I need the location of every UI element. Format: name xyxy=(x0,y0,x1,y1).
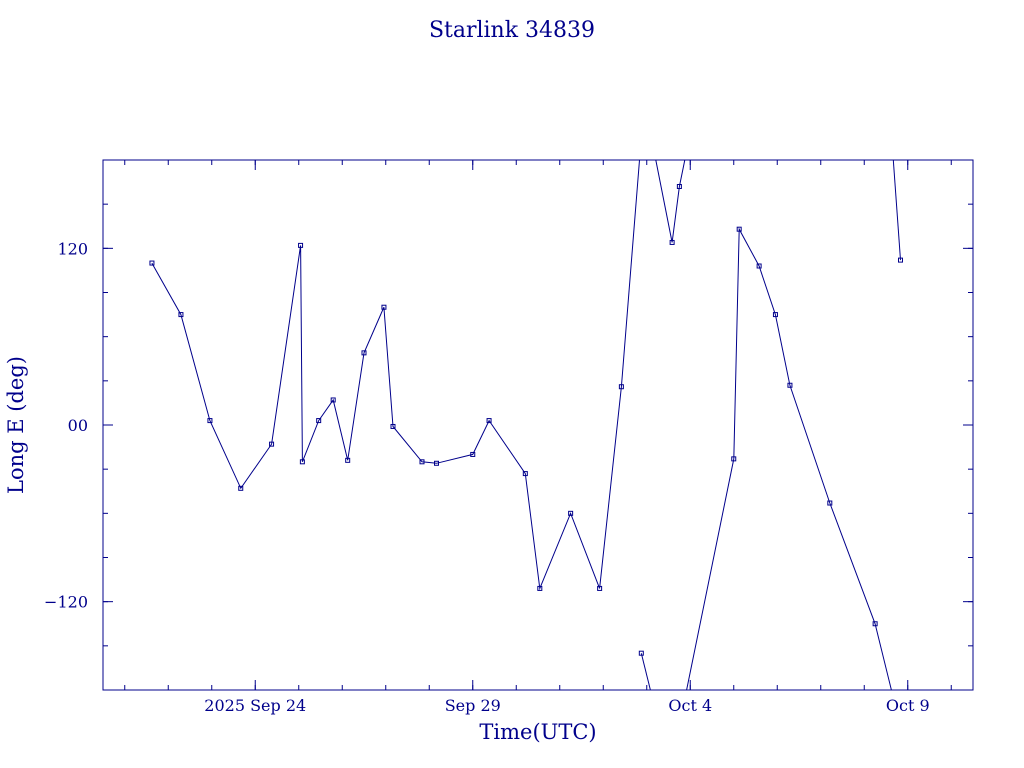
data-point xyxy=(381,304,387,310)
data-point xyxy=(638,650,644,656)
x-axis-ticks: 2025 Sep 24 Sep 29 Oct 4 Oct 9 xyxy=(204,160,930,715)
y-tick-label: −120 xyxy=(44,593,88,612)
x-tick-label: Oct 4 xyxy=(668,696,712,715)
y-tick-label: 00 xyxy=(68,416,88,435)
data-point xyxy=(390,423,396,429)
data-point xyxy=(316,418,322,424)
y-axis-label: Long E (deg) xyxy=(4,356,28,494)
data-point xyxy=(522,471,528,477)
data-point xyxy=(669,239,675,245)
data-point xyxy=(207,418,213,424)
x-tick-label: 2025 Sep 24 xyxy=(204,696,306,715)
minor-ticks xyxy=(103,160,973,690)
data-point xyxy=(434,460,439,466)
data-point xyxy=(827,500,833,506)
data-point xyxy=(361,350,367,356)
x-axis-label: Time(UTC) xyxy=(479,720,596,744)
series-line-segment xyxy=(686,227,892,691)
x-tick-label: Sep 29 xyxy=(445,696,501,715)
data-point xyxy=(149,260,155,266)
series-longitude xyxy=(149,159,903,691)
data-point xyxy=(772,312,778,318)
data-point xyxy=(330,397,336,403)
data-point xyxy=(299,459,305,465)
data-point xyxy=(568,510,574,516)
data-point xyxy=(345,457,351,463)
data-point xyxy=(731,456,737,462)
y-axis-ticks: 120 00 −120 xyxy=(44,239,973,612)
series-line-segment xyxy=(151,159,640,591)
data-point xyxy=(486,418,492,424)
x-tick-label: Oct 9 xyxy=(886,696,930,715)
data-point xyxy=(298,242,304,248)
data-point xyxy=(898,257,903,263)
series-line-segment xyxy=(655,159,686,243)
data-point xyxy=(419,459,425,465)
plot-frame xyxy=(102,159,974,691)
y-tick-label: 120 xyxy=(57,239,88,258)
data-point xyxy=(676,184,682,189)
data-point xyxy=(238,485,244,491)
data-point xyxy=(618,384,624,390)
data-point xyxy=(597,585,603,591)
data-point xyxy=(736,226,742,232)
series-line-segment xyxy=(892,159,901,261)
data-point xyxy=(537,585,543,591)
series-line-segment xyxy=(640,653,651,691)
data-point xyxy=(787,382,793,388)
chart-title: Starlink 34839 xyxy=(429,18,595,43)
data-point xyxy=(470,451,476,457)
data-point xyxy=(872,621,878,627)
data-point xyxy=(269,441,275,447)
data-point xyxy=(756,263,762,269)
data-point xyxy=(178,312,184,318)
